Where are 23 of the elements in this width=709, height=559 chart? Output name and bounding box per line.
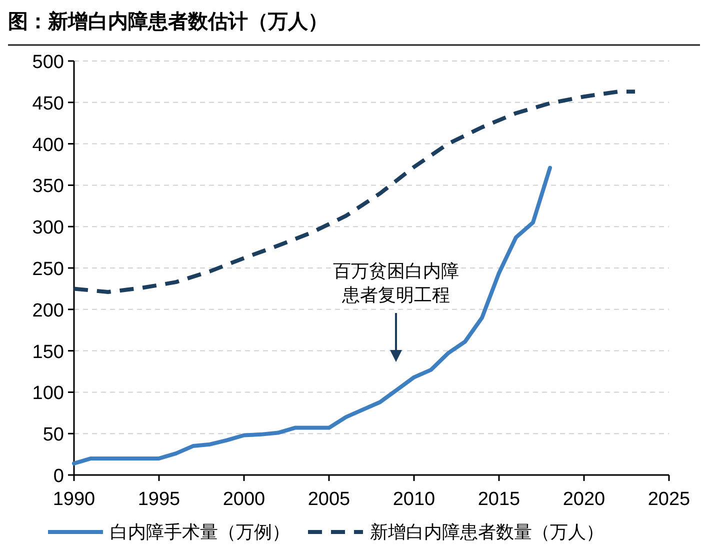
legend-label: 新增白内障患者数量（万人） — [370, 522, 604, 542]
legend-label: 白内障手术量（万例） — [110, 522, 290, 542]
y-tick-label: 150 — [32, 342, 64, 363]
x-tick-label: 2025 — [648, 489, 690, 510]
y-tick-label: 100 — [32, 383, 64, 404]
chart-title: 图：新增白内障患者数估计（万人） — [8, 10, 328, 33]
x-tick-label: 2015 — [478, 489, 520, 510]
y-tick-label: 350 — [32, 176, 64, 198]
x-tick-label: 2010 — [392, 489, 436, 510]
y-tick-label: 400 — [32, 134, 64, 156]
y-tick-label: 300 — [32, 218, 64, 239]
y-tick-label: 250 — [32, 259, 64, 280]
x-tick-label: 2005 — [308, 489, 350, 510]
x-tick-label: 2020 — [562, 489, 606, 510]
y-tick-label: 0 — [53, 466, 64, 487]
x-tick-label: 1990 — [52, 489, 96, 510]
y-tick-label: 450 — [32, 93, 64, 114]
y-tick-label: 50 — [42, 424, 64, 446]
x-tick-label: 2000 — [222, 489, 266, 510]
annotation: 百万贫困白内障患者复明工程 — [333, 261, 459, 305]
x-tick-label: 1995 — [138, 489, 180, 510]
y-tick-label: 200 — [32, 300, 64, 322]
y-tick-label: 500 — [32, 52, 64, 73]
